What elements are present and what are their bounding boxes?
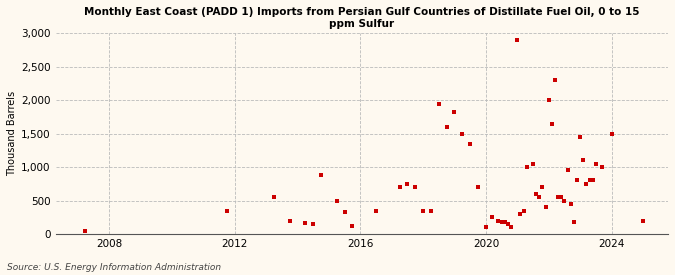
Point: [394, 185, 405, 189]
Point: [578, 158, 589, 163]
Point: [493, 218, 504, 223]
Point: [481, 225, 491, 229]
Point: [496, 220, 507, 224]
Point: [502, 222, 513, 226]
Point: [562, 168, 573, 173]
Point: [637, 218, 648, 223]
Y-axis label: Thousand Barrels: Thousand Barrels: [7, 91, 17, 176]
Point: [512, 38, 522, 42]
Point: [410, 185, 421, 189]
Point: [487, 215, 497, 219]
Point: [269, 195, 279, 199]
Point: [537, 185, 548, 189]
Title: Monthly East Coast (PADD 1) Imports from Persian Gulf Countries of Distillate Fu: Monthly East Coast (PADD 1) Imports from…: [84, 7, 640, 29]
Point: [300, 220, 310, 225]
Point: [543, 98, 554, 103]
Point: [80, 229, 91, 233]
Point: [540, 205, 551, 210]
Point: [308, 222, 319, 226]
Point: [531, 192, 541, 196]
Point: [559, 198, 570, 203]
Point: [565, 202, 576, 206]
Point: [331, 198, 342, 203]
Point: [581, 182, 592, 186]
Point: [553, 195, 564, 199]
Point: [547, 122, 558, 126]
Point: [316, 173, 327, 178]
Point: [574, 135, 585, 139]
Point: [584, 178, 595, 183]
Point: [534, 195, 545, 199]
Point: [221, 208, 232, 213]
Point: [449, 110, 460, 114]
Point: [572, 178, 583, 183]
Point: [457, 131, 468, 136]
Point: [418, 208, 429, 213]
Point: [433, 101, 444, 106]
Point: [587, 178, 598, 183]
Text: Source: U.S. Energy Information Administration: Source: U.S. Energy Information Administ…: [7, 263, 221, 272]
Point: [606, 131, 617, 136]
Point: [402, 182, 413, 186]
Point: [284, 218, 295, 223]
Point: [549, 78, 560, 82]
Point: [521, 165, 532, 169]
Point: [568, 220, 579, 224]
Point: [465, 142, 476, 146]
Point: [556, 195, 567, 199]
Point: [500, 220, 510, 224]
Point: [597, 165, 608, 169]
Point: [591, 162, 601, 166]
Point: [339, 210, 350, 214]
Point: [515, 212, 526, 216]
Point: [506, 225, 516, 229]
Point: [518, 208, 529, 213]
Point: [472, 185, 483, 189]
Point: [441, 125, 452, 129]
Point: [347, 223, 358, 228]
Point: [425, 208, 436, 213]
Point: [371, 209, 381, 213]
Point: [528, 162, 539, 166]
